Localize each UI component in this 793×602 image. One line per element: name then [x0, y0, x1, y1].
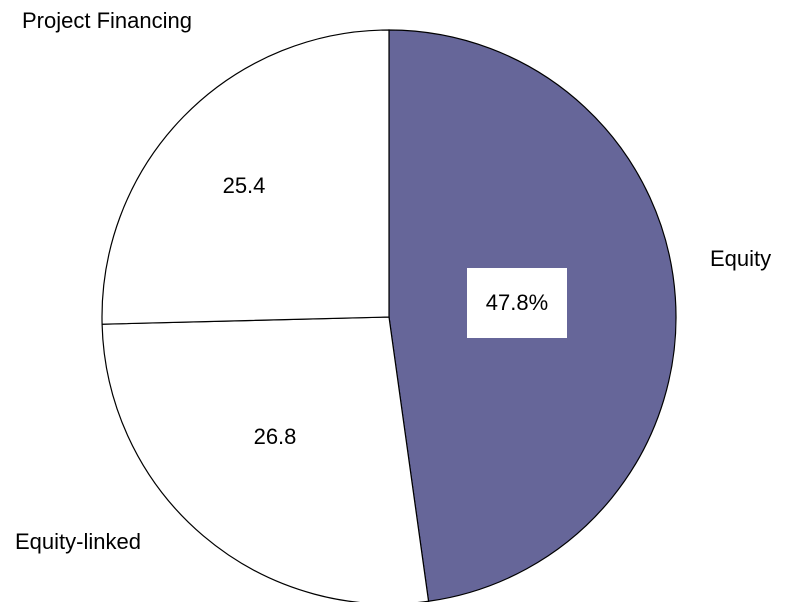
value-label-box	[467, 268, 567, 338]
value-label: 26.8	[254, 424, 297, 449]
pie	[101, 29, 677, 602]
value-label: 47.8%	[486, 290, 548, 315]
value-label: 25.4	[223, 173, 266, 198]
category-label: Equity	[710, 246, 771, 271]
pie-slice	[101, 316, 430, 602]
category-label: Equity-linked	[15, 529, 141, 554]
category-label: Project Financing	[22, 8, 192, 33]
pie-slice	[101, 29, 390, 325]
